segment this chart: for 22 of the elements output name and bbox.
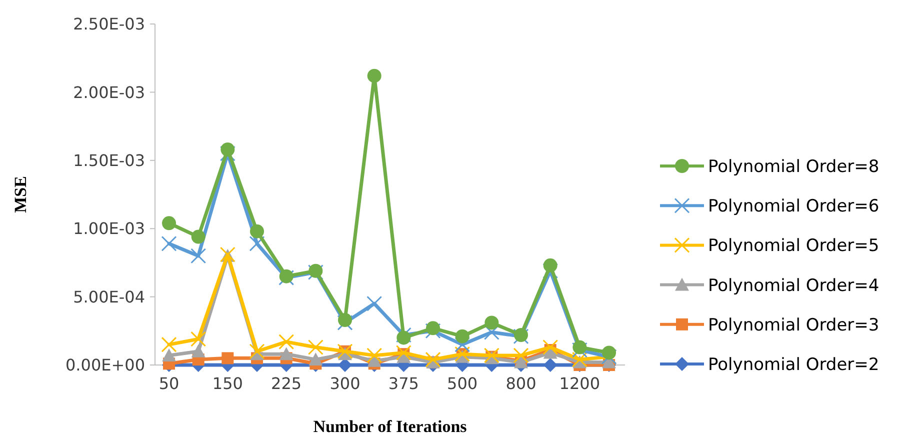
x-tick-label: 800 xyxy=(506,374,536,393)
legend-label: Polynomial Order=5 xyxy=(708,236,880,256)
x-tick-label: 1200 xyxy=(559,374,600,393)
x-tick-label: 50 xyxy=(158,374,180,393)
x-tick-label: 375 xyxy=(388,374,419,393)
legend-label: Polynomial Order=3 xyxy=(708,315,880,336)
y-tick-label: 1.50E-03 xyxy=(73,151,145,170)
x-tick-label: 500 xyxy=(447,374,478,393)
legend-label: Polynomial Order=2 xyxy=(708,354,880,375)
y-tick-label: 5.00E-04 xyxy=(73,287,145,306)
x-axis-title: Number of Iterations xyxy=(313,417,468,436)
x-tick-label: 150 xyxy=(212,374,243,393)
y-tick-label: 1.00E-03 xyxy=(73,219,145,238)
x-tick-label: 225 xyxy=(271,374,302,393)
legend-label: Polynomial Order=8 xyxy=(708,156,880,177)
y-axis-title: MSE xyxy=(11,176,30,213)
y-tick-label: 0.00E+00 xyxy=(66,356,145,375)
legend-label: Polynomial Order=4 xyxy=(708,276,880,296)
y-tick-label: 2.00E-03 xyxy=(73,82,145,102)
y-tick-label: 2.50E-03 xyxy=(73,14,145,34)
legend-label: Polynomial Order=6 xyxy=(708,196,880,217)
x-tick-label: 300 xyxy=(330,374,360,393)
